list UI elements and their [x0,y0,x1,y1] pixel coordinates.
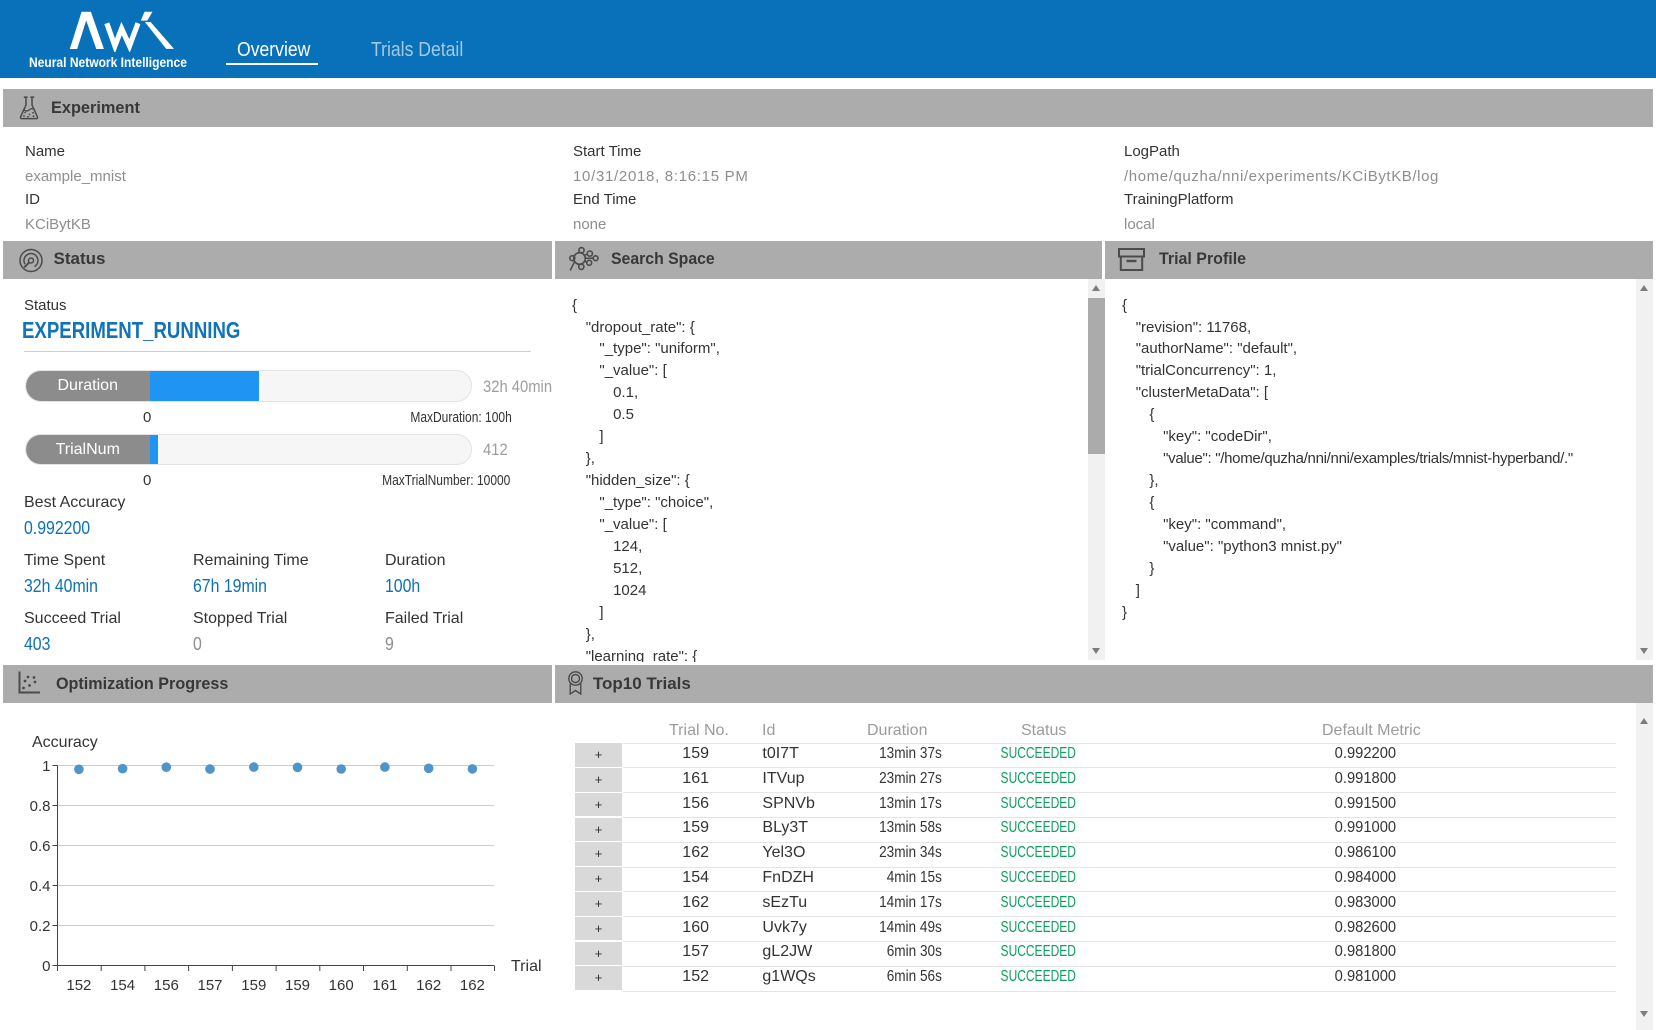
svg-text:154: 154 [110,977,135,994]
svg-text:156: 156 [154,977,179,994]
svg-text:162: 162 [416,977,441,994]
svg-text:159: 159 [241,977,266,994]
svg-text:0: 0 [42,958,50,975]
svg-text:159: 159 [285,977,310,994]
svg-text:152: 152 [66,977,91,994]
svg-text:Trial: Trial [511,958,542,975]
svg-text:0.6: 0.6 [30,838,51,855]
svg-text:161: 161 [372,977,397,994]
svg-text:0.8: 0.8 [30,798,51,815]
svg-text:1: 1 [42,758,50,775]
svg-text:160: 160 [329,977,354,994]
svg-text:0.2: 0.2 [30,918,51,935]
svg-text:162: 162 [460,977,485,994]
svg-text:0.4: 0.4 [30,878,51,895]
svg-text:157: 157 [197,977,222,994]
svg-text:Accuracy: Accuracy [32,734,98,751]
